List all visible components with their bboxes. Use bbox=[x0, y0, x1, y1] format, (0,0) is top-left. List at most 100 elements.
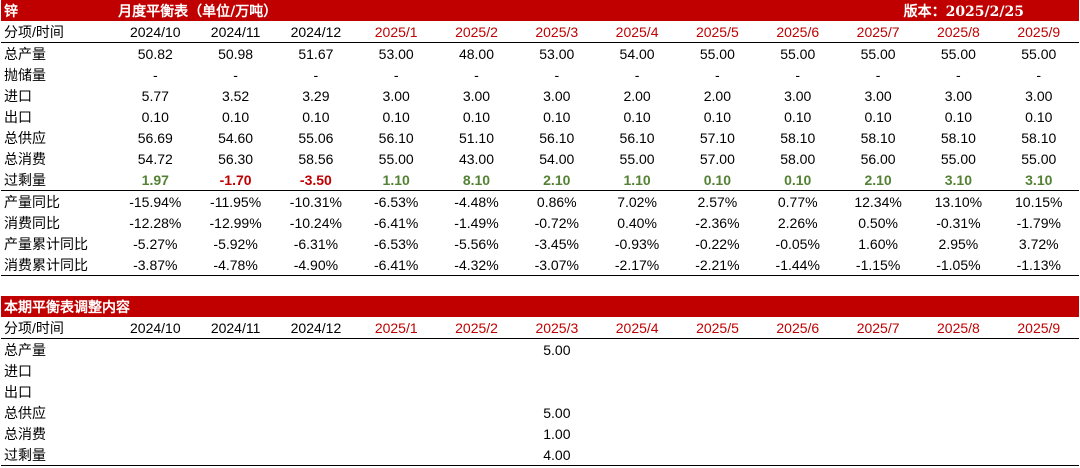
period-header: 2024/10 bbox=[115, 21, 196, 43]
pct-cell: -2.17% bbox=[596, 254, 678, 276]
period-header: 2025/1 bbox=[356, 317, 437, 339]
table-row: 总产量 50.82 50.98 51.67 53.00 48.00 53.00 54.00 55… bbox=[1, 43, 1079, 65]
table-cell: 3.29 bbox=[302, 87, 330, 104]
period-header: 2025/3 bbox=[516, 21, 597, 43]
table-cell: 58.10 bbox=[940, 129, 976, 146]
table-cell: 57.10 bbox=[699, 129, 735, 146]
table-cell bbox=[436, 360, 516, 381]
table-cell bbox=[758, 381, 838, 402]
table-cell bbox=[918, 423, 998, 444]
table-cell: 58.10 bbox=[860, 129, 896, 146]
row-label: 出口 bbox=[4, 383, 32, 400]
pct-cell: -5.92% bbox=[213, 235, 258, 252]
table-cell bbox=[677, 402, 757, 423]
table-cell: - bbox=[233, 66, 238, 83]
table-cell: - bbox=[1036, 66, 1042, 83]
table-cell bbox=[838, 339, 918, 361]
table-cell bbox=[436, 423, 516, 444]
table-cell bbox=[758, 402, 838, 423]
adjustment-row: 出口 bbox=[1, 381, 1079, 402]
pct-cell: -3.87% bbox=[115, 254, 196, 276]
table-cell: 3.00 bbox=[1025, 87, 1053, 104]
table-cell: 55.00 bbox=[699, 45, 735, 62]
pct-cell: 12.34% bbox=[854, 193, 902, 210]
surplus-value: 8.10 bbox=[436, 169, 517, 191]
pct-cell: -3.45% bbox=[534, 235, 579, 252]
surplus-value: 3.10 bbox=[918, 169, 999, 191]
table-cell: - bbox=[313, 66, 319, 83]
table-cell: 0.10 bbox=[784, 108, 812, 125]
table-cell: 43.00 bbox=[458, 150, 494, 167]
surplus-value: 1.10 bbox=[596, 169, 678, 191]
table-cell bbox=[115, 402, 195, 423]
pct-cell: -1.49% bbox=[454, 214, 499, 231]
table-cell: 3.00 bbox=[382, 87, 410, 104]
pct-cell: -0.22% bbox=[695, 235, 740, 252]
period-header: 2025/6 bbox=[757, 21, 838, 43]
table-cell bbox=[838, 423, 918, 444]
row-label: 消费同比 bbox=[4, 214, 60, 231]
table-cell: 55.00 bbox=[860, 45, 896, 62]
pct-cell: -0.72% bbox=[534, 214, 579, 231]
pct-row: 产量累计同比 -5.27% -5.92% -6.31% -6.53% -5.56% -3.4… bbox=[1, 233, 1079, 254]
table-cell bbox=[115, 423, 195, 444]
table-cell: 0.10 bbox=[703, 108, 731, 125]
balance-table: 锌月度平衡表（单位/万吨） 版本：2025/2/25 分项/时间 2024/10 202… bbox=[1, 0, 1079, 276]
row-label: 总供应 bbox=[4, 129, 46, 146]
pct-cell: -1.79% bbox=[1016, 214, 1061, 231]
pct-cell: -12.99% bbox=[209, 214, 262, 231]
adjustment-row: 进口 bbox=[1, 360, 1079, 381]
table-cell bbox=[356, 402, 436, 423]
period-header: 2025/1 bbox=[356, 21, 437, 43]
table-cell bbox=[115, 360, 195, 381]
table-cell bbox=[838, 402, 918, 423]
period-header: 2025/5 bbox=[677, 21, 758, 43]
pct-cell: 0.86% bbox=[536, 193, 577, 210]
adjustment-title-bar: 本期平衡表调整内容 bbox=[1, 296, 1079, 317]
table-cell: - bbox=[795, 66, 801, 83]
pct-cell: -10.31% bbox=[289, 193, 342, 210]
pct-cell: 0.77% bbox=[777, 193, 818, 210]
table-cell: 2.00 bbox=[703, 87, 731, 104]
table-cell: 54.72 bbox=[137, 150, 173, 167]
table-cell: 0.10 bbox=[462, 108, 491, 125]
table-cell: 50.98 bbox=[218, 45, 254, 62]
surplus-value: -3.50 bbox=[275, 169, 357, 191]
table-cell: 3.00 bbox=[864, 87, 892, 104]
period-header: 2025/6 bbox=[757, 317, 838, 339]
table-cell: 58.00 bbox=[780, 150, 816, 167]
surplus-value: 2.10 bbox=[516, 169, 597, 191]
table-cell bbox=[115, 381, 195, 402]
table-row: 抛储量 - - - - - - - - - - - - bbox=[1, 64, 1079, 85]
period-header: 2024/10 bbox=[115, 317, 196, 339]
table-cell: 55.00 bbox=[619, 150, 655, 167]
table-cell bbox=[677, 444, 758, 466]
table-cell bbox=[597, 444, 678, 466]
pct-cell: -6.31% bbox=[293, 235, 339, 252]
table-cell: 55.00 bbox=[780, 45, 816, 62]
table-cell bbox=[356, 423, 436, 444]
table-cell bbox=[677, 339, 757, 361]
table-cell: 0.10 bbox=[1025, 108, 1053, 125]
pct-cell: -1.05% bbox=[918, 254, 999, 276]
pct-cell: -6.53% bbox=[374, 193, 419, 210]
table-cell: 3.00 bbox=[784, 87, 812, 104]
table-cell: 55.00 bbox=[378, 150, 414, 167]
surplus-value: 0.10 bbox=[677, 169, 758, 191]
table-cell bbox=[597, 423, 677, 444]
table-cell: 51.10 bbox=[458, 129, 494, 146]
table-row: 出口 0.10 0.10 0.10 0.10 0.10 0.10 0.10 0.10 0.10 0.… bbox=[1, 106, 1079, 127]
pct-row: 消费累计同比 -3.87% -4.78% -4.90% -6.41% -4.32% -3.0… bbox=[1, 254, 1079, 276]
table-cell: - bbox=[634, 66, 640, 83]
table-cell bbox=[837, 444, 919, 466]
row-label: 过剩量 bbox=[1, 169, 116, 191]
surplus-value: 1.10 bbox=[356, 169, 437, 191]
table-cell: 2.00 bbox=[623, 87, 651, 104]
pct-cell: 13.10% bbox=[934, 193, 983, 210]
table-cell bbox=[276, 339, 356, 361]
pct-cell: -0.93% bbox=[614, 235, 660, 252]
table-cell: 4.00 bbox=[516, 444, 598, 466]
row-label: 总消费 bbox=[4, 425, 46, 442]
table-cell: - bbox=[956, 66, 961, 83]
table-cell bbox=[999, 339, 1079, 361]
